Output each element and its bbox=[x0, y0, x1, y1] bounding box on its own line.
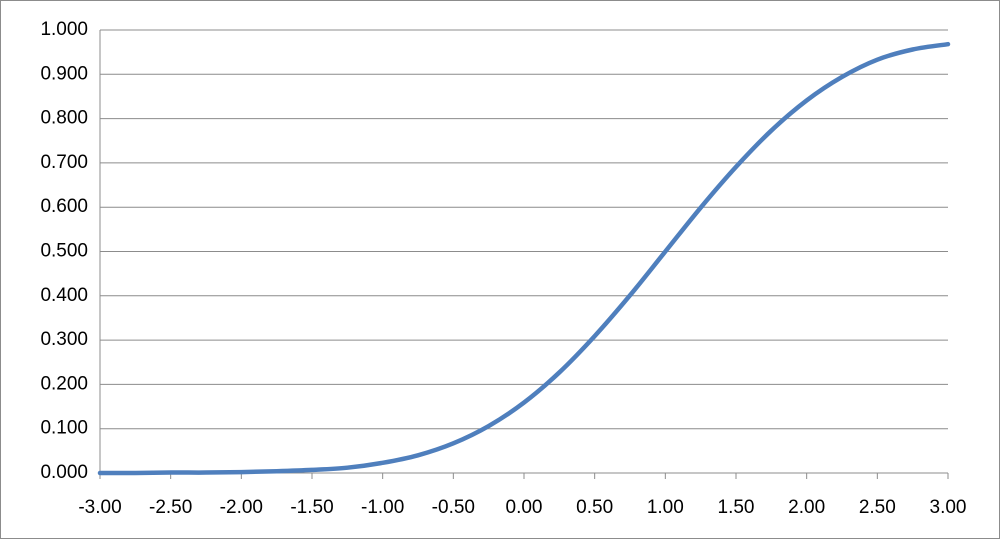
y-tick-label: 0.200 bbox=[40, 373, 88, 394]
x-tick-label: -0.50 bbox=[432, 497, 475, 518]
x-tick-label: -2.00 bbox=[220, 497, 263, 518]
data-line bbox=[97, 41, 951, 476]
y-tick-label: 0.900 bbox=[40, 63, 88, 84]
x-tick-label: 2.50 bbox=[859, 497, 896, 518]
y-tick-label: 1.000 bbox=[40, 19, 88, 40]
y-tick-label: 0.600 bbox=[40, 196, 88, 217]
x-tick-label: -1.50 bbox=[290, 497, 333, 518]
y-tick-label: 0.500 bbox=[40, 241, 88, 262]
y-tick-label: 0.000 bbox=[40, 462, 88, 483]
x-tick-label: 3.00 bbox=[930, 497, 967, 518]
x-tick-label: -2.50 bbox=[149, 497, 192, 518]
x-tick-label: -1.00 bbox=[361, 497, 404, 518]
y-tick-label: 0.100 bbox=[40, 418, 88, 439]
x-tick-label: -3.00 bbox=[78, 497, 121, 518]
y-tick-label: 0.300 bbox=[40, 329, 88, 350]
x-tick-label: 0.50 bbox=[576, 497, 613, 518]
x-tick-label: 0.00 bbox=[506, 497, 543, 518]
y-tick-label: 0.400 bbox=[40, 285, 88, 306]
x-tick-label: 1.50 bbox=[718, 497, 755, 518]
y-tick-label: 0.700 bbox=[40, 152, 88, 173]
x-tick-label: 2.00 bbox=[788, 497, 825, 518]
y-tick-label: 0.800 bbox=[40, 108, 88, 129]
x-tick-label: 1.00 bbox=[647, 497, 684, 518]
